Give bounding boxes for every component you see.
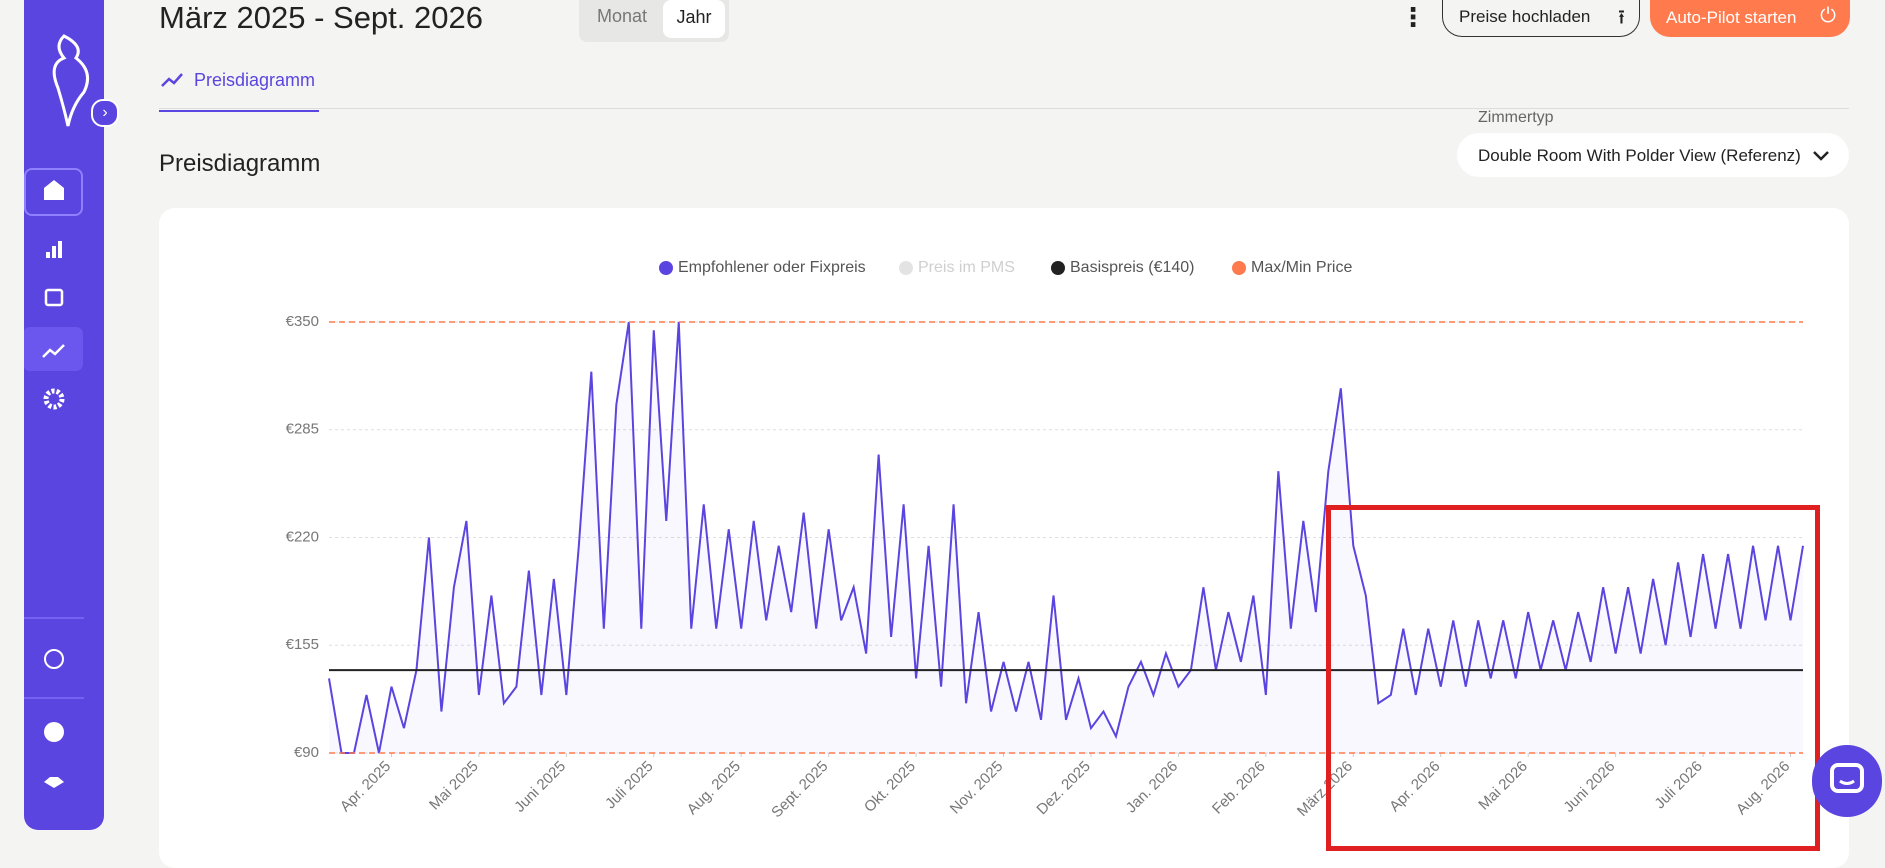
sidebar-toggle[interactable]: › (91, 99, 119, 127)
logo (52, 34, 90, 127)
chart-icon (42, 344, 65, 358)
home-icon (44, 180, 64, 200)
page: › März 2025 - Sept. 2026 Monat Jahr ⋮ Pr… (23, 0, 1882, 868)
upload-label: Preise hochladen (1459, 7, 1591, 26)
autopilot-button[interactable]: Auto-Pilot starten ⏻ (1650, 0, 1850, 37)
nav-stats[interactable] (46, 241, 62, 258)
room-type-select[interactable]: Double Room With Polder View (Referenz) (1457, 133, 1849, 177)
tab[interactable]: Preisdiagramm (159, 66, 319, 112)
upload-icon: ⭱ (1618, 7, 1625, 29)
date-range: März 2025 - Sept. 2026 (159, 0, 483, 35)
chat-icon (1830, 763, 1864, 793)
annotation-box (1326, 505, 1820, 851)
room-type-label: Zimmertyp (1478, 109, 1554, 126)
toggle-month[interactable]: Monat (597, 6, 648, 26)
nav-home[interactable] (24, 168, 83, 216)
upload-button[interactable]: Preise hochladen ⭱ (1442, 0, 1640, 37)
nav-calendar[interactable] (44, 288, 64, 307)
dropdown-icon (1813, 151, 1829, 161)
sidebar (23, 0, 104, 830)
tab-label: Preisdiagramm (194, 70, 316, 90)
nav-chart[interactable] (23, 327, 83, 371)
tab-icon (161, 73, 183, 87)
nav-settings[interactable] (43, 388, 65, 410)
autopilot-label: Auto-Pilot starten (1666, 8, 1797, 27)
nav-profile[interactable] (44, 722, 64, 742)
more-menu[interactable]: ⋮ (1400, 2, 1426, 32)
section-title: Preisdiagramm (159, 150, 321, 177)
tab-divider (159, 108, 1849, 109)
nav-help[interactable] (44, 649, 64, 669)
room-type-value: Double Room With Polder View (Referenz) (1478, 146, 1801, 165)
power-icon: ⏻ (1820, 5, 1836, 27)
sidebar-icons (23, 34, 90, 788)
toggle-year[interactable]: Jahr (663, 0, 725, 38)
nav-partner[interactable] (44, 777, 64, 788)
view-toggle: Monat Jahr (579, 0, 729, 42)
chat-button[interactable] (1812, 745, 1882, 817)
